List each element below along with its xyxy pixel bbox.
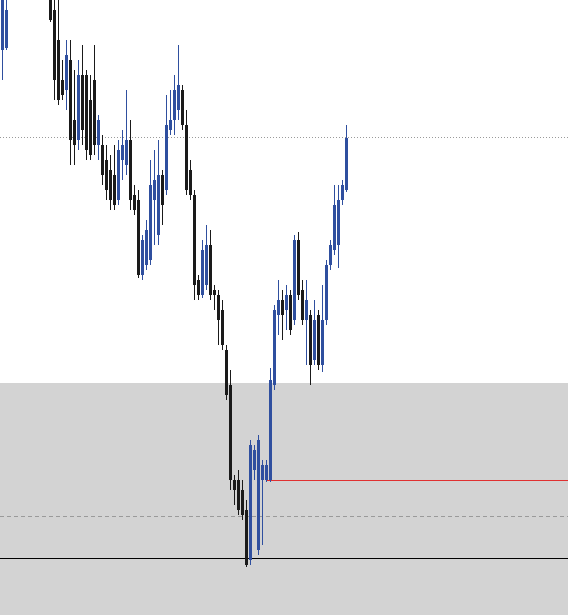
candle-body [125,140,128,165]
candle-body [293,240,296,320]
candle-body [337,200,340,245]
candle-body [169,120,172,130]
candle-body [149,185,152,260]
candle-body [297,240,300,295]
candle-body [217,295,220,320]
candle-body [173,90,176,120]
candle-body [285,295,288,310]
candle-body [61,80,64,95]
candle-body [201,250,204,295]
candle-body [157,175,160,235]
candle-body [313,320,316,360]
candle-body [49,0,52,20]
candle-body [261,465,264,480]
candle-body [205,245,208,285]
candle-body [253,450,256,470]
zone [0,383,568,615]
candle-body [65,55,68,90]
candle-body [141,240,144,275]
candle-body [1,0,4,50]
candle-body [237,480,240,510]
candle-body [321,320,324,365]
candle-body [305,300,308,320]
candle-body [197,280,200,295]
candle-body [129,140,132,200]
candle-body [257,440,260,550]
candle-body [81,75,84,130]
candle-body [325,265,328,320]
candle-body [73,120,76,145]
candle-body [181,90,184,125]
candle-body [89,100,92,155]
candle-body [145,230,148,265]
candle-body [161,175,164,205]
candle-body [269,380,272,480]
candle-body [265,465,268,480]
candle-body [137,200,140,275]
candle-body [177,85,180,110]
candle-body [53,10,56,80]
candle-body [113,175,116,205]
candle-body [229,385,232,480]
candle-body [101,145,104,175]
candle-body [317,315,320,365]
candle-body [97,120,100,145]
candle-body [165,125,168,190]
candle-body [121,145,124,160]
candle-body [233,480,236,490]
candle-body [189,170,192,195]
candle-body [105,160,108,190]
candle-body [341,185,344,200]
candle-body [277,300,280,315]
candle-body [225,350,228,395]
candle-body [221,310,224,345]
candle-body [5,10,8,48]
candle-body [209,245,212,295]
candle-body [85,75,88,150]
candle-body [213,290,216,295]
candle-body [281,300,284,315]
candle-body [57,40,60,100]
candle-body [289,295,292,330]
candle-body [345,138,348,190]
candle-body [153,180,156,200]
candle-body [329,245,332,265]
candle-body [301,290,304,320]
candle-body [93,80,96,145]
candle-body [133,195,136,210]
candle-body [193,195,196,285]
candle-body [117,150,120,200]
candle-body [333,205,336,250]
candle-body [241,490,244,515]
candle-body [309,315,312,365]
candle-body [77,75,80,140]
candle-body [245,510,248,565]
candle-body [109,170,112,200]
candle-body [249,445,252,560]
candle-body [69,60,72,140]
candle-body [273,310,276,385]
candle-body [185,125,188,190]
